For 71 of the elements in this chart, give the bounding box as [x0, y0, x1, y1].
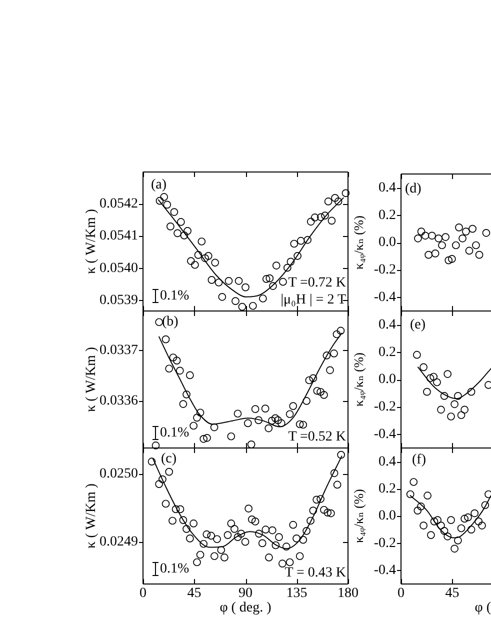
point: [434, 234, 443, 242]
y-tick-label: 0.2: [378, 344, 396, 360]
y-axis-title: κ₄ᵩ/κₙ (%): [351, 352, 366, 406]
point: [455, 224, 463, 232]
annotation: T =0.52 K: [288, 430, 346, 445]
y-tick-label: -0.4: [374, 563, 396, 578]
y-tick-label: 0.0541: [100, 228, 138, 244]
point: [465, 246, 474, 255]
y-tick-label: 0.0249: [100, 534, 138, 550]
point: [424, 250, 432, 259]
annotation: T =0.72 K: [288, 276, 346, 291]
point: [475, 250, 484, 259]
y-tick-label: -0.2: [374, 536, 396, 551]
y-tick-label: 0.2: [378, 208, 396, 223]
y-tick-label: 0.0540: [100, 260, 138, 276]
annotation: (c): [161, 452, 177, 467]
y-tick-label: 0.0336: [100, 394, 138, 409]
x-tick-label: 90: [238, 586, 252, 602]
point: [417, 228, 426, 236]
annotation: |μ₀H | = 2 T: [280, 292, 346, 308]
y-tick-label: 0.0542: [100, 196, 138, 212]
y-tick-label: 0.0: [378, 508, 396, 524]
x-tick-label: 0: [140, 586, 146, 602]
annotation: (a): [151, 178, 167, 193]
y-tick-label: -0.2: [374, 400, 396, 415]
y-tick-label: -0.2: [374, 262, 396, 278]
y-tick-label: 0.0337: [100, 343, 138, 358]
y-tick-label: 0.4: [378, 454, 396, 470]
point: [414, 234, 422, 242]
y-tick-label: 0.0539: [100, 292, 138, 308]
point: [428, 232, 436, 240]
point: [421, 232, 430, 240]
x-tick-label: 135: [286, 586, 308, 602]
y-tick-label: -0.4: [374, 426, 396, 442]
annotation: 0.1%: [160, 562, 190, 577]
point: [431, 250, 440, 258]
point: [482, 228, 490, 237]
x-axis-title: φ (: [474, 600, 491, 616]
y-axis-title: κ ( W/Km ): [84, 483, 100, 548]
y-axis-title: κ₄ᵩ/κₙ (%): [351, 489, 366, 543]
annotation: T = 0.43 K: [284, 566, 346, 581]
y-tick-label: 0.0: [378, 372, 396, 388]
y-tick-label: 0.0: [378, 235, 396, 250]
y-tick-label: 0.4: [378, 180, 396, 196]
y-tick-label: 0.4: [378, 317, 396, 332]
y-tick-label: -0.4: [374, 290, 396, 305]
point: [458, 234, 466, 242]
point: [438, 241, 446, 250]
point: [468, 224, 476, 233]
y-tick-label: 0.2: [378, 481, 396, 496]
point: [472, 241, 480, 250]
annotation: (b): [162, 314, 179, 330]
x-axis-title: φ ( deg. ): [220, 600, 272, 616]
point: [448, 255, 456, 263]
annotation: 0.1%: [160, 426, 190, 441]
y-axis-title: κ₄ᵩ/κₙ (%): [351, 216, 366, 270]
point: [444, 256, 453, 264]
annotation: (f): [412, 452, 426, 468]
y-axis-title: κ ( W/Km ): [84, 346, 100, 412]
annotation: (e): [410, 318, 426, 333]
x-tick-label: 45: [445, 586, 460, 602]
x-tick-label: 45: [187, 586, 202, 602]
point: [462, 228, 470, 236]
annotation: 0.1%: [160, 288, 190, 304]
y-tick-label: 0.0250: [100, 466, 138, 482]
y-axis-title: κ ( W/Km ): [84, 208, 100, 274]
x-tick-label: 0: [398, 586, 404, 602]
x-tick-label: 180: [338, 586, 358, 602]
annotation: (d): [405, 182, 422, 197]
point: [452, 241, 460, 250]
point: [442, 233, 450, 241]
